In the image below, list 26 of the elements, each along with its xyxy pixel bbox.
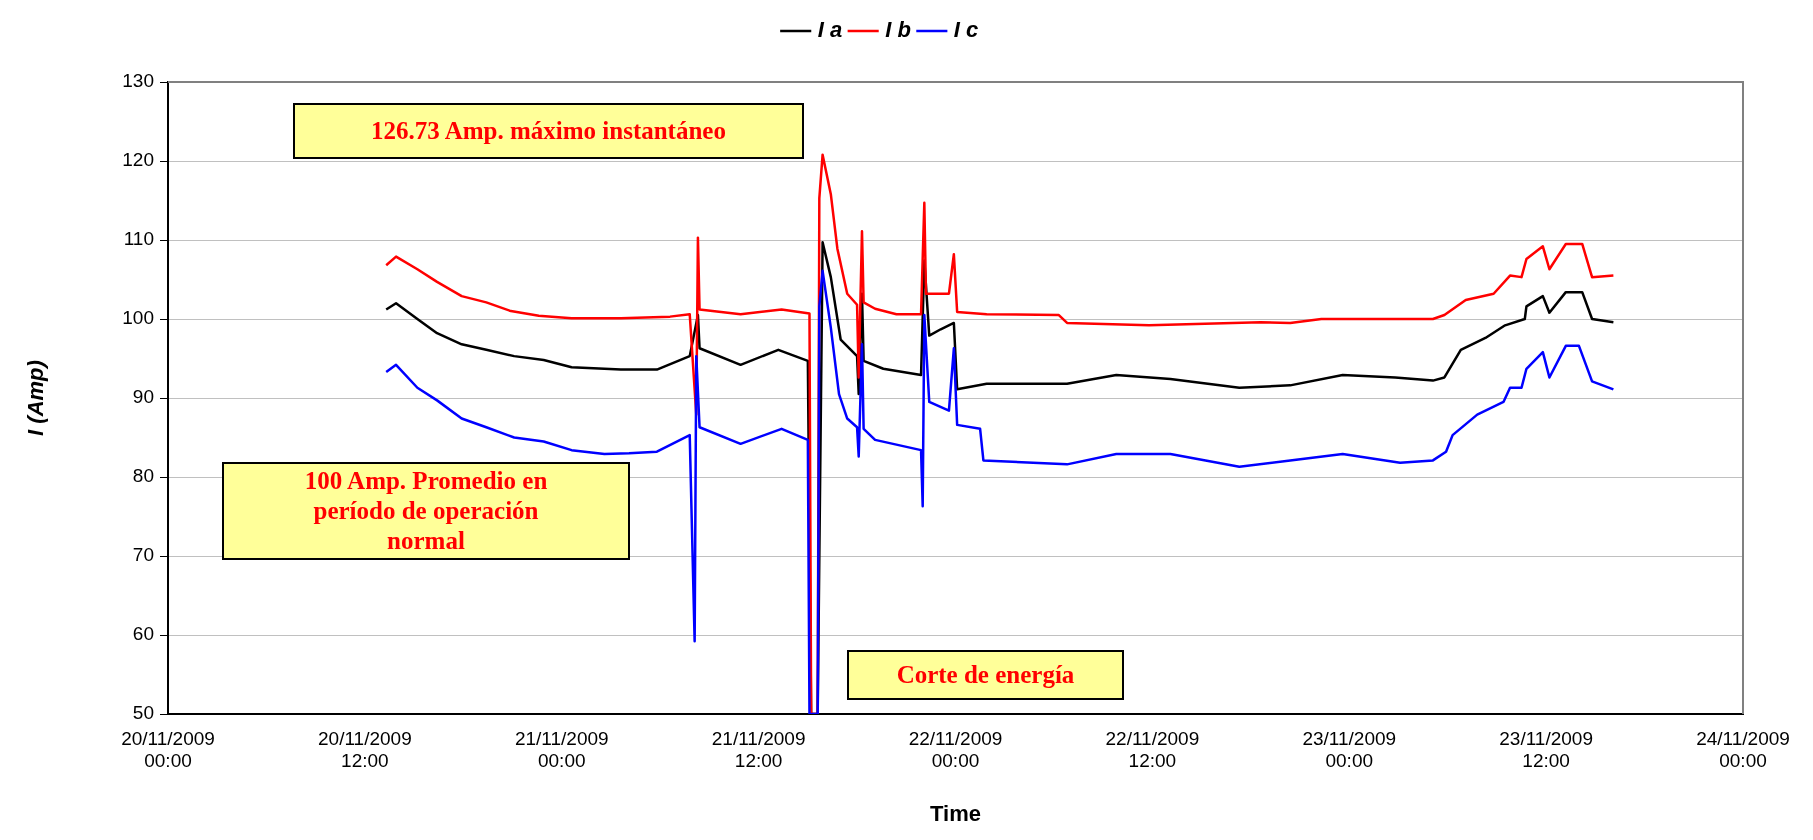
y-tick-label: 120 <box>122 149 154 171</box>
x-axis-title: Time <box>930 800 981 826</box>
callout-box: 126.73 Amp. máximo instantáneo <box>293 103 804 159</box>
x-tick-label: 22/11/2009 12:00 <box>1105 727 1200 772</box>
y-axis-title: I (Amp) <box>23 360 49 436</box>
legend-label: I c <box>953 17 979 43</box>
y-tick-label: 50 <box>132 702 154 724</box>
x-tick-label: 20/11/2009 00:00 <box>121 727 215 772</box>
x-tick-label: 21/11/2009 00:00 <box>514 727 609 772</box>
x-tick-label: 24/11/2009 00:00 <box>1696 727 1790 772</box>
y-tick-label: 100 <box>122 307 154 329</box>
callout-box: 100 Amp. Promedio en período de operación normal <box>222 462 630 560</box>
y-tick-label: 130 <box>122 70 154 92</box>
y-tick-label: 80 <box>132 465 154 487</box>
y-tick-label: 90 <box>132 386 154 408</box>
x-tick-label: 23/11/2009 00:00 <box>1302 727 1397 772</box>
x-tick-label: 22/11/2009 00:00 <box>908 727 1003 772</box>
callout-box: Corte de energía <box>847 650 1124 700</box>
x-tick-label: 21/11/2009 12:00 <box>711 727 806 772</box>
y-tick-label: 110 <box>123 228 154 250</box>
legend-label: I a <box>817 17 843 43</box>
y-tick-label: 60 <box>132 623 154 645</box>
x-tick-label: 20/11/2009 12:00 <box>318 727 412 772</box>
legend-label: I b <box>885 17 911 43</box>
x-tick-label: 23/11/2009 12:00 <box>1499 727 1593 772</box>
y-tick-label: 70 <box>132 544 154 566</box>
